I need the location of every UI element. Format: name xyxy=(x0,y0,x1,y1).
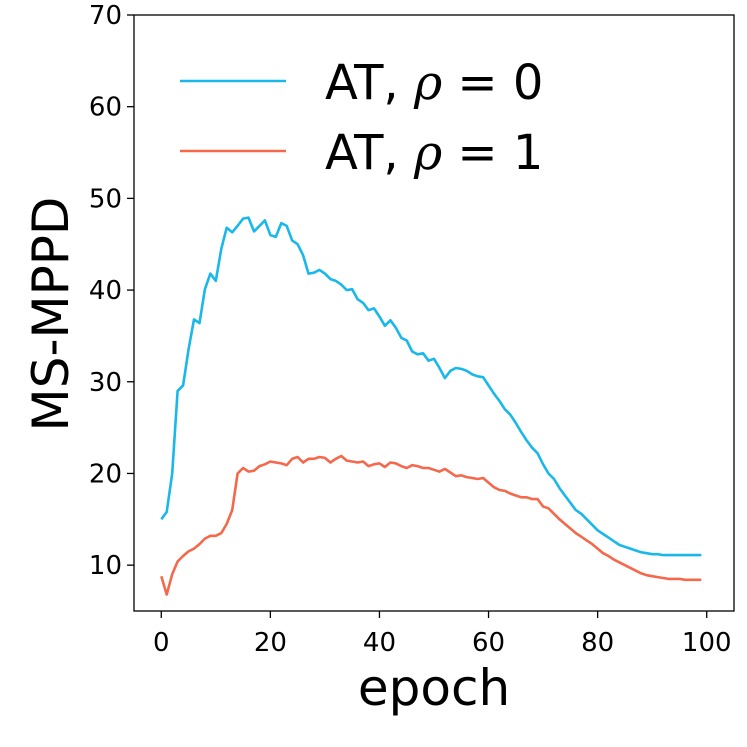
legend-label-1: AT, ρ = 1 xyxy=(325,125,543,181)
x-tick-label: 100 xyxy=(682,628,732,658)
x-tick-label: 40 xyxy=(363,628,396,658)
y-tick-label: 10 xyxy=(89,551,122,581)
axis-ticks: 0 20 40 60 80 100 10 20 30 40 50 60 70 xyxy=(89,1,732,658)
x-tick-label: 80 xyxy=(581,628,614,658)
series-lines xyxy=(160,216,702,596)
y-tick-label: 30 xyxy=(89,368,122,398)
y-tick-label: 70 xyxy=(89,1,122,31)
legend: AT, ρ = 0 AT, ρ = 1 xyxy=(180,55,543,181)
y-axis-title: MS-MPPD xyxy=(22,197,80,432)
series-line-0 xyxy=(160,216,702,557)
x-tick-label: 0 xyxy=(153,628,170,658)
x-tick-label: 20 xyxy=(254,628,287,658)
y-tick-label: 50 xyxy=(89,184,122,214)
x-tick-label: 60 xyxy=(472,628,505,658)
plot-frame xyxy=(133,14,735,612)
y-tick-label: 20 xyxy=(89,459,122,489)
legend-label-0: AT, ρ = 0 xyxy=(325,55,543,111)
y-tick-label: 40 xyxy=(89,276,122,306)
series-line-1 xyxy=(160,454,702,596)
y-tick-label: 60 xyxy=(89,93,122,123)
x-axis-title: epoch xyxy=(358,659,510,717)
